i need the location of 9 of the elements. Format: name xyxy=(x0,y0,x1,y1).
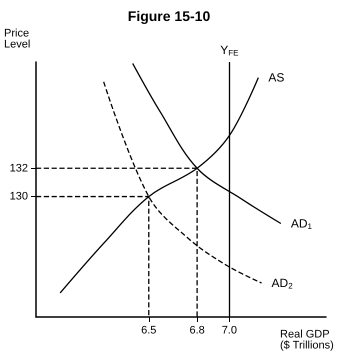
y-tick-label: 132 xyxy=(10,162,28,174)
x-tick-label: 6.8 xyxy=(189,324,205,336)
y-axis-title: Price Level xyxy=(4,28,30,50)
y-tick-label: 130 xyxy=(10,190,28,203)
x-tick-label: 6.5 xyxy=(141,324,156,336)
series-label: AS xyxy=(268,70,284,85)
x-tick-label: 7.0 xyxy=(222,324,237,336)
x-axis-title: Real GDP ($ Trillions) xyxy=(280,328,334,352)
chart-title: Figure 15-10 xyxy=(128,8,210,24)
